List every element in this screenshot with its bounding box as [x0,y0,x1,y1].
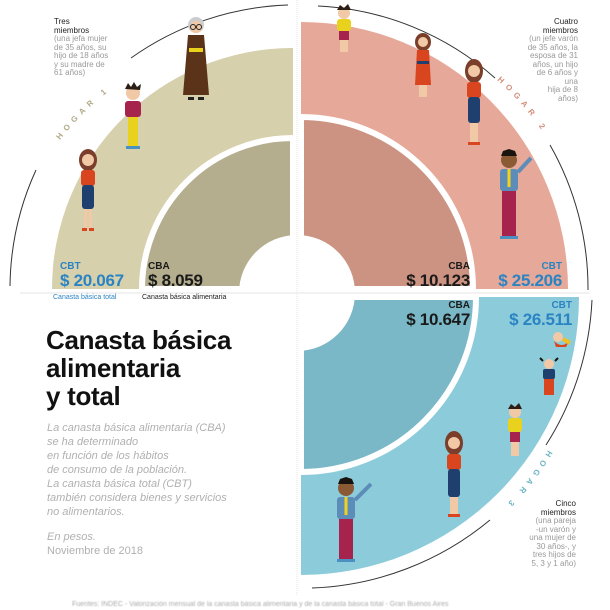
hogar2-outer-arc-right [549,144,589,291]
description: La canasta básica alimentaria (CBA) se h… [47,421,227,519]
hogar3-members-line: miembros [540,507,576,517]
hogar3-members-line: Cinco [555,499,576,508]
legend-cbt: Canasta básica total [53,294,117,301]
hogar2-members-line: de 35 años, la [527,42,578,52]
hogar2-members: Cuatro miembros (un jefe varón de 35 año… [506,17,578,103]
hogar1-sector [52,48,296,292]
hogar3-members-line: -un varón y [535,524,576,534]
hogar1-members-line: de 35 años, su [54,42,107,52]
cba-tag: CBA [448,300,470,311]
hogar1-cbt-value: CBT $ 20.067 [60,262,124,290]
hogar2-cba-value: CBA $ 10.123 [400,262,470,290]
hogar1-cba-area [138,134,296,292]
hogar2-members-line: de 6 años y [536,68,578,77]
svg-text:HOGAR 1: HOGAR 1 [54,84,111,141]
hogar1-cba-value: CBA $ 8.059 [148,262,203,290]
hogar3-outer-arc-bottom [311,519,491,589]
hogar2-sector [298,22,568,292]
unit-note: En pesos. [47,531,96,543]
hogar2-members-line: años, un hijo [532,59,578,69]
period-date: Noviembre de 2018 [47,545,144,557]
cba-tag: CBA [448,261,470,272]
person-woman-icon [79,149,97,231]
person-man-icon [500,149,533,239]
person-teen-icon [125,82,141,149]
hogar3-members-line: 30 años-, y [536,541,576,551]
legend-cba: Canasta básica alimentaria [142,294,227,301]
person-wife-icon [465,59,483,145]
source-footer: Fuentes: INDEC - Valorización mensual de… [72,601,449,608]
cba-tag: CBA [148,261,170,272]
person-boy-icon [337,4,351,52]
title-line: y total [46,381,121,411]
hogar3-members-line: una mujer de [529,533,576,542]
title-line: Canasta básica [46,325,232,355]
hogar2-figures [337,4,533,239]
hogar2-members-line: (un jefe varón [529,34,578,43]
cba-amount: $ 10.647 [406,310,470,329]
hogar3-figures [337,332,571,562]
hogar2-members-line: miembros [542,25,578,35]
description-line: La canasta básica total (CBT) [47,478,192,490]
hogar3-cba-area [298,294,480,476]
title-line: alimentaria [46,353,180,383]
hogar2-members-line: una [564,76,578,86]
hogar1-members-line: hijo de 18 años [54,51,109,60]
page-title: Canasta básica alimentaria y total [46,326,231,410]
cbt-tag: CBT [541,261,562,272]
cbt-amount: $ 25.206 [498,271,562,290]
hogar1-figures [79,17,209,231]
person-woman-icon [445,431,463,517]
cbt-tag: CBT [60,261,81,272]
cba-amount: $ 10.123 [406,271,470,290]
cbt-amount: $ 26.511 [509,310,572,329]
hogar1-label: HOGAR 1 [54,84,106,141]
period-note: En pesos. Noviembre de 2018 [47,530,143,558]
hogar1-members-line: y su madre de [54,59,105,69]
hogar2-cbt-value: CBT $ 25.206 [490,262,562,290]
hogar3-sector [298,294,579,575]
description-line: en función de los hábitos [47,450,169,462]
hogar2-cba-area [298,113,477,292]
hogar1-members-line: 61 años) [54,68,86,77]
hogar2-members-line: hija de 8 [547,85,578,94]
cbt-amount: $ 20.067 [60,271,124,290]
person-baby-icon [553,332,571,347]
cbt-tag: CBT [551,300,572,311]
person-girl-icon [415,33,431,97]
person-child-icon [508,403,522,456]
hogar1-members-line: miembros [54,25,90,35]
hogar1-members: Tres miembros (una jefa mujer de 35 años… [54,17,124,78]
hogar1-outer-arc-top [130,4,289,59]
hogar2-members-line: esposa de 31 [529,51,578,60]
description-line: de consumo de la población. [47,464,188,476]
person-toddler-icon [539,357,559,395]
person-man-icon [337,477,373,562]
hogar3-cba-value: CBA $ 10.647 [400,301,470,329]
hogar3-members-line: 5, 3 y 1 año) [531,558,576,568]
hogar3-cbt-value: CBT $ 26.511 [500,301,572,329]
hogar3-outer-arc [545,299,593,446]
hogar2-members-line: años) [557,93,578,103]
hogar2-members-line: Cuatro [553,17,578,26]
description-line: La canasta básica alimentaria (CBA) [47,422,226,434]
description-line: también considera bienes y servicios [47,492,227,504]
hogar1-outer-arc [9,169,37,287]
person-grandmother-icon [183,17,209,100]
hogar3-members-line: tres hijos de [532,550,576,559]
description-line: no alimentarios. [47,506,125,518]
hogar1-members-line: Tres [54,17,70,26]
hogar1-members-line: (una jefa mujer [54,34,108,43]
description-line: se ha determinado [47,436,139,448]
hogar3-members-line: (una pareja [535,516,576,525]
cba-amount: $ 8.059 [148,271,203,290]
hogar3-members: Cinco miembros (una pareja -un varón y u… [506,499,576,568]
